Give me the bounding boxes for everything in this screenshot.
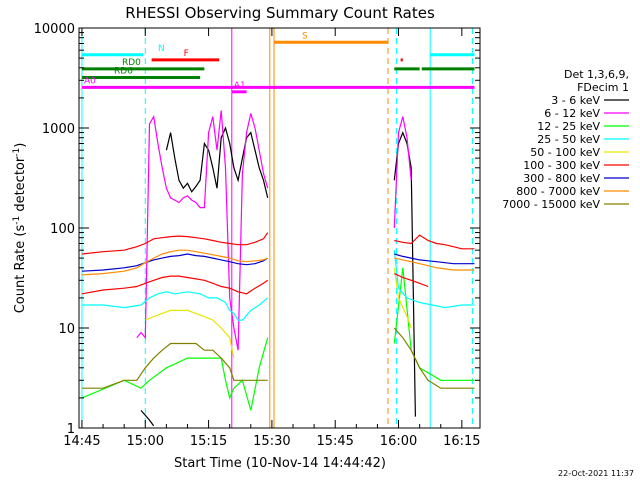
flag-label-s: S [302, 31, 308, 41]
x-tick-label-0: 14:45 [63, 434, 100, 449]
flag-label-n: N [158, 44, 165, 54]
series-line-2-0 [81, 357, 235, 400]
series-line-3-1 [393, 250, 475, 309]
series-line-8-1 [393, 327, 475, 389]
legend-label-6: 300 - 800 keV [523, 172, 600, 185]
legend-label-0: 3 - 6 keV [551, 94, 600, 107]
axis-ticks: 14:45 15:00 15:15 15:30 15:45 16:00 16:15 1 10 10… [34, 22, 481, 449]
series-line-8-0 [82, 342, 268, 389]
series-line-4-1 [393, 267, 412, 329]
flag-label-a1: A1 [234, 81, 246, 91]
series-line-5-0 [81, 232, 269, 255]
legend-label-8: 7000 - 15000 keV [502, 198, 600, 211]
chart-title: RHESSI Observing Summary Count Rates [125, 4, 435, 22]
series-line-0-0 [140, 410, 155, 427]
y-label-sup-2: -1 [12, 148, 22, 157]
y-label-part-3: ) [13, 143, 28, 148]
x-axis-label: Start Time (10-Nov-14 14:44:42) [174, 456, 386, 471]
x-tick-label-4: 15:45 [316, 434, 353, 449]
legend-label-7: 800 - 7000 keV [516, 185, 600, 198]
legend-label-4: 50 - 100 keV [530, 146, 600, 159]
legend-header-0: Det 1,3,6,9, [564, 68, 629, 81]
render-timestamp: 22-Oct-2021 11:37 [558, 469, 634, 478]
x-tick-label-5: 16:00 [380, 434, 417, 449]
series-line-0-1 [165, 126, 269, 199]
series-lines [81, 110, 475, 427]
flag-label-f: F [184, 49, 189, 59]
series-line-1-0 [136, 110, 269, 351]
flag-label-a0: A0 [84, 76, 96, 86]
series-line-7-0 [81, 249, 268, 276]
x-tick-label-2: 15:15 [190, 434, 227, 449]
legend-label-1: 6 - 12 keV [544, 107, 600, 120]
x-tick-label-1: 15:00 [127, 434, 164, 449]
legend-header-1: FDecim 1 [577, 81, 629, 94]
y-tick-label-4: 10000 [34, 22, 75, 37]
series-line-6-0 [81, 253, 269, 272]
series-line-7-1 [394, 257, 475, 271]
series-line-6-1 [394, 253, 475, 265]
x-tick-label-3: 15:30 [253, 434, 290, 449]
y-tick-label-2: 100 [50, 222, 75, 237]
legend-label-3: 25 - 50 keV [537, 133, 600, 146]
y-tick-label-3: 1000 [42, 122, 75, 137]
y-axis-label: Count Rate (s-1 detector-1) [12, 143, 28, 314]
series-line-4-0 [145, 309, 235, 359]
legend-label-2: 12 - 25 keV [537, 120, 600, 133]
series-line-3-0 [82, 291, 269, 321]
y-tick-label-0: 1 [67, 422, 75, 437]
y-label-sup-1: -1 [12, 216, 22, 225]
series-line-1-1 [393, 116, 412, 229]
y-label-part-2: detector [13, 156, 28, 216]
series-line-5-2 [394, 234, 475, 250]
series-line-2-1 [233, 337, 269, 411]
series-line-2-2 [393, 267, 475, 381]
flag-label-rd6: RD6 [114, 66, 133, 76]
series-line-5-3 [394, 273, 429, 288]
series-line-5-1 [81, 275, 269, 295]
x-tick-label-6: 16:15 [443, 434, 480, 449]
legend-label-5: 100 - 300 keV [523, 159, 600, 172]
flag-label-rd0: RD0 [122, 58, 141, 68]
y-label-part-1: Count Rate (s [13, 225, 28, 314]
y-tick-label-1: 10 [58, 322, 75, 337]
